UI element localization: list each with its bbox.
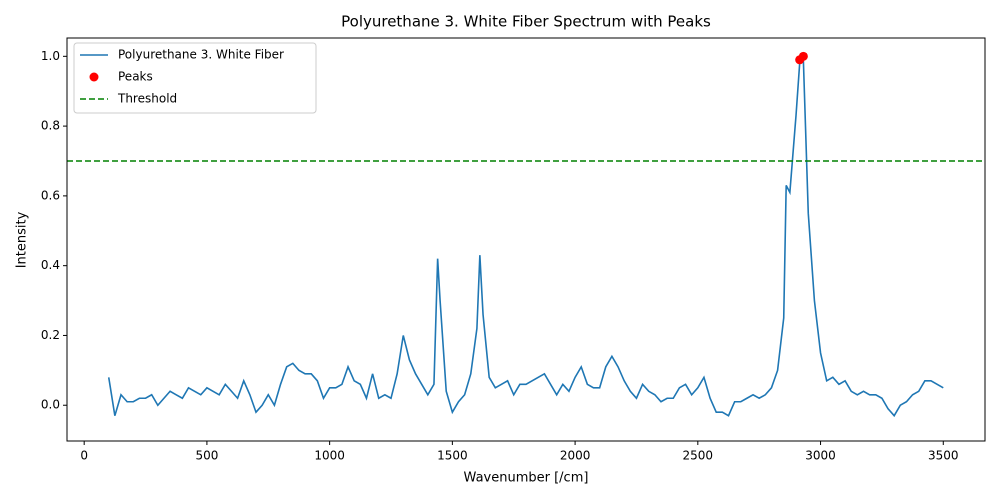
y-tick-label: 1.0: [41, 49, 60, 63]
x-tick-label: 1000: [314, 449, 345, 463]
plot-frame: [66, 37, 986, 442]
x-tick-label: 1500: [437, 449, 468, 463]
x-tick-label: 2000: [560, 449, 591, 463]
legend-box: [73, 42, 317, 114]
x-tick-label: 3500: [928, 449, 959, 463]
y-tick-label: 0.4: [41, 258, 60, 272]
x-tick-label: 500: [195, 449, 218, 463]
legend-label: Polyurethane 3. White Fiber: [118, 48, 284, 62]
y-tick-label: 0.8: [41, 119, 60, 133]
y-axis-label: Intensity: [15, 211, 30, 268]
x-tick-label: 3000: [805, 449, 836, 463]
legend-label: Threshold: [117, 92, 177, 106]
legend-swatch: [89, 72, 99, 82]
legend-label: Peaks: [118, 70, 153, 84]
x-axis-label: Wavenumber [/cm]: [464, 471, 589, 486]
x-tick-label: 2500: [683, 449, 714, 463]
y-tick-label: 0.6: [41, 188, 60, 202]
y-tick-label: 0.0: [41, 398, 60, 412]
y-tick-label: 0.2: [41, 328, 60, 342]
x-tick-label: 0: [80, 449, 88, 463]
peak-point: [798, 51, 808, 61]
chart-title: Polyurethane 3. White Fiber Spectrum wit…: [341, 13, 711, 31]
